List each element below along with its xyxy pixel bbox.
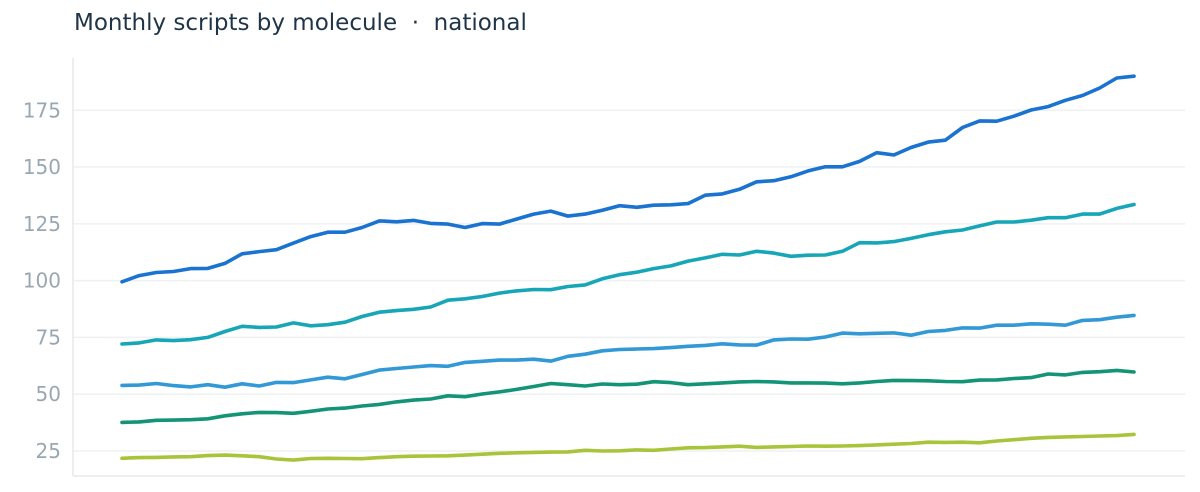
series-line-1 xyxy=(120,74,1136,284)
series-lines xyxy=(120,74,1136,462)
y-tick-label: 100 xyxy=(23,269,61,293)
y-tick-label: 150 xyxy=(23,155,61,179)
series-line-2 xyxy=(120,202,1136,346)
y-tick-labels: 25 50 75 100 125 150 175 xyxy=(23,98,61,463)
y-tick-label: 75 xyxy=(36,325,61,349)
y-tick-label: 175 xyxy=(23,98,61,122)
chart-title: Monthly scripts by molecule · national xyxy=(74,10,527,36)
y-tick-label: 50 xyxy=(36,382,61,406)
series-line-4 xyxy=(120,368,1136,425)
series-line-3 xyxy=(120,313,1136,390)
gridlines xyxy=(73,109,1185,452)
series-line-5 xyxy=(120,432,1136,462)
y-tick-label: 125 xyxy=(23,212,61,236)
y-tick-label: 25 xyxy=(36,439,61,463)
